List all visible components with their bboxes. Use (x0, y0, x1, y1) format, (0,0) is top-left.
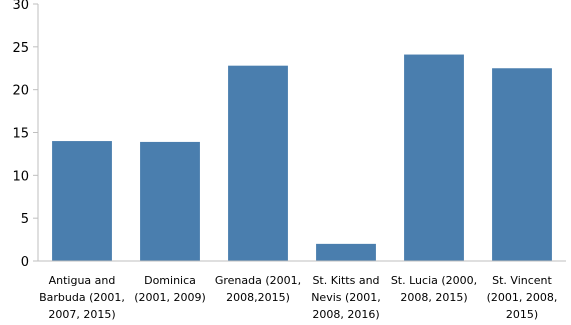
x-category-label-line: St. Vincent (492, 274, 552, 287)
x-category-label-line: St. Kitts and (312, 274, 379, 287)
x-axis-labels: Antigua and Barbuda (2001, 2007, 2015) Domi… (39, 274, 557, 321)
bar (140, 141, 200, 261)
y-tick-label: 5 (21, 212, 29, 227)
y-tick-label: 0 (21, 255, 29, 270)
y-tick-label: 15 (12, 127, 29, 142)
x-category-label: Antigua and Barbuda (2001, 2007, 2015) (39, 274, 125, 321)
x-category-label-line: 2008,2015) (226, 291, 290, 304)
y-axis: 0 5 10 15 20 25 30 (12, 0, 39, 270)
bar (316, 243, 376, 261)
x-category-label-line: St. Lucia (2000, (391, 274, 477, 287)
bars (52, 54, 552, 262)
x-category-label-line: Grenada (2001, (215, 274, 301, 287)
x-category-label-line: Dominica (144, 274, 196, 287)
y-tick-label: 10 (12, 169, 29, 184)
bar (52, 141, 112, 261)
x-category-label-line: Nevis (2001, (311, 291, 381, 304)
x-category-label: St. Lucia (2000, 2008, 2015) (391, 274, 477, 304)
bar (404, 54, 464, 261)
x-category-label: Grenada (2001, 2008,2015) (215, 274, 301, 304)
x-category-label-line: 2015) (506, 308, 538, 321)
x-category-label-line: 2008, 2016) (312, 308, 379, 321)
x-category-label-line: Barbuda (2001, (39, 291, 125, 304)
y-tick-label: 25 (12, 41, 29, 56)
y-tick-label: 30 (12, 0, 29, 13)
x-category-label-line: 2008, 2015) (400, 291, 467, 304)
bar (492, 68, 552, 261)
y-tick-label: 20 (12, 84, 29, 99)
x-category-label: St. Kitts and Nevis (2001, 2008, 2016) (311, 274, 381, 321)
bar (228, 65, 288, 262)
x-category-label: Dominica (2001, 2009) (134, 274, 206, 304)
x-category-label-line: (2001, 2008, (487, 291, 558, 304)
x-category-label-line: 2007, 2015) (48, 308, 115, 321)
x-category-label-line: (2001, 2009) (134, 291, 206, 304)
x-category-label-line: Antigua and (49, 274, 116, 287)
x-category-label: St. Vincent (2001, 2008, 2015) (487, 274, 558, 321)
